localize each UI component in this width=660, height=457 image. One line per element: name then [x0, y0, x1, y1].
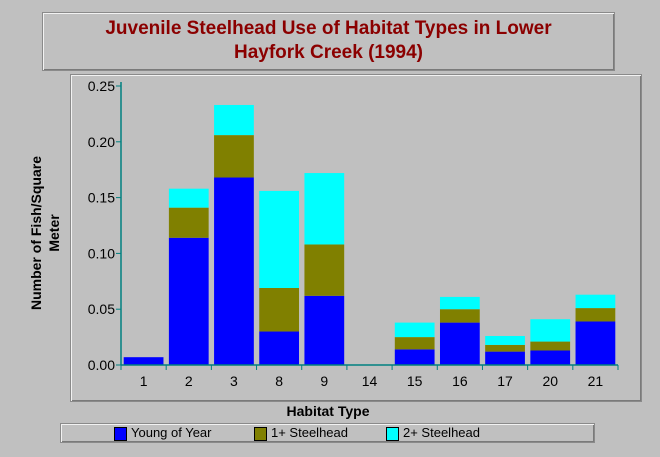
y-tick-label-3: 0.15 [88, 190, 115, 206]
bar-17-series-0 [485, 351, 525, 365]
chart-title-box: Juvenile Steelhead Use of Habitat Types … [42, 12, 615, 71]
bar-15-series-0 [394, 349, 435, 365]
bar-8-series-0 [259, 331, 300, 365]
y-tick-label-5: 0.25 [88, 78, 115, 94]
x-tick-label-3: 3 [230, 373, 238, 389]
bar-21-series-0 [575, 321, 616, 365]
legend-label-1plus-steelhead: 1+ Steelhead [271, 425, 348, 440]
legend-label-2plus-steelhead: 2+ Steelhead [403, 425, 480, 440]
x-tick-label-20: 20 [542, 373, 558, 389]
bar-3-series-1 [214, 135, 254, 178]
y-tick-label-1: 0.05 [88, 301, 115, 317]
chart-title-line-1: Juvenile Steelhead Use of Habitat Types … [105, 18, 552, 39]
y-tick-label-0: 0.00 [88, 357, 115, 373]
x-tick-label-21: 21 [588, 373, 604, 389]
y-axis-title-line-2: Meter [46, 214, 62, 252]
x-tick-label-15: 15 [407, 373, 423, 389]
y-tick-label-4: 0.20 [88, 134, 115, 150]
legend-swatch-1plus-steelhead [254, 427, 267, 441]
bar-17-series-1 [485, 344, 525, 352]
x-tick-label-9: 9 [320, 373, 328, 389]
chart-title-line-2: Hayfork Creek (1994) [233, 42, 424, 63]
bar-21-series-2 [575, 294, 616, 309]
bar-8-series-1 [259, 287, 300, 332]
x-tick-label-14: 14 [362, 373, 378, 389]
bar-2-series-1 [168, 207, 209, 238]
x-tick-label-1: 1 [140, 373, 148, 389]
bar-3-series-2 [214, 104, 254, 136]
legend-swatch-2plus-steelhead [386, 427, 399, 441]
bar-9-series-1 [304, 244, 345, 296]
bar-15-series-2 [394, 322, 435, 338]
bar-9-series-2 [304, 173, 345, 245]
x-tick-label-8: 8 [275, 373, 283, 389]
bar-20-series-1 [530, 341, 571, 351]
bar-3-series-0 [214, 177, 254, 365]
legend-swatch-young-of-year [114, 427, 127, 441]
bar-16-series-1 [439, 309, 480, 323]
bar-9-series-0 [304, 295, 345, 365]
legend-label-young-of-year: Young of Year [131, 425, 212, 440]
x-tick-label-2: 2 [185, 373, 193, 389]
bar-2-series-0 [168, 237, 209, 365]
x-axis-title: Habitat Type [287, 403, 370, 419]
bar-1-series-0 [123, 357, 164, 365]
x-tick-label-16: 16 [452, 373, 468, 389]
bar-20-series-2 [530, 319, 571, 342]
bar-16-series-2 [439, 296, 480, 310]
bar-17-series-2 [485, 335, 525, 345]
y-tick-label-2: 0.10 [88, 245, 115, 261]
legend: Young of Year 1+ Steelhead 2+ Steelhead [60, 423, 595, 443]
bar-8-series-2 [259, 190, 300, 288]
bar-21-series-1 [575, 308, 616, 322]
bar-20-series-0 [530, 350, 571, 365]
x-tick-label-17: 17 [497, 373, 513, 389]
y-axis-title-line-1: Number of Fish/Square [28, 156, 44, 310]
bar-2-series-2 [168, 188, 209, 208]
bar-15-series-1 [394, 337, 435, 350]
bar-16-series-0 [439, 322, 480, 365]
